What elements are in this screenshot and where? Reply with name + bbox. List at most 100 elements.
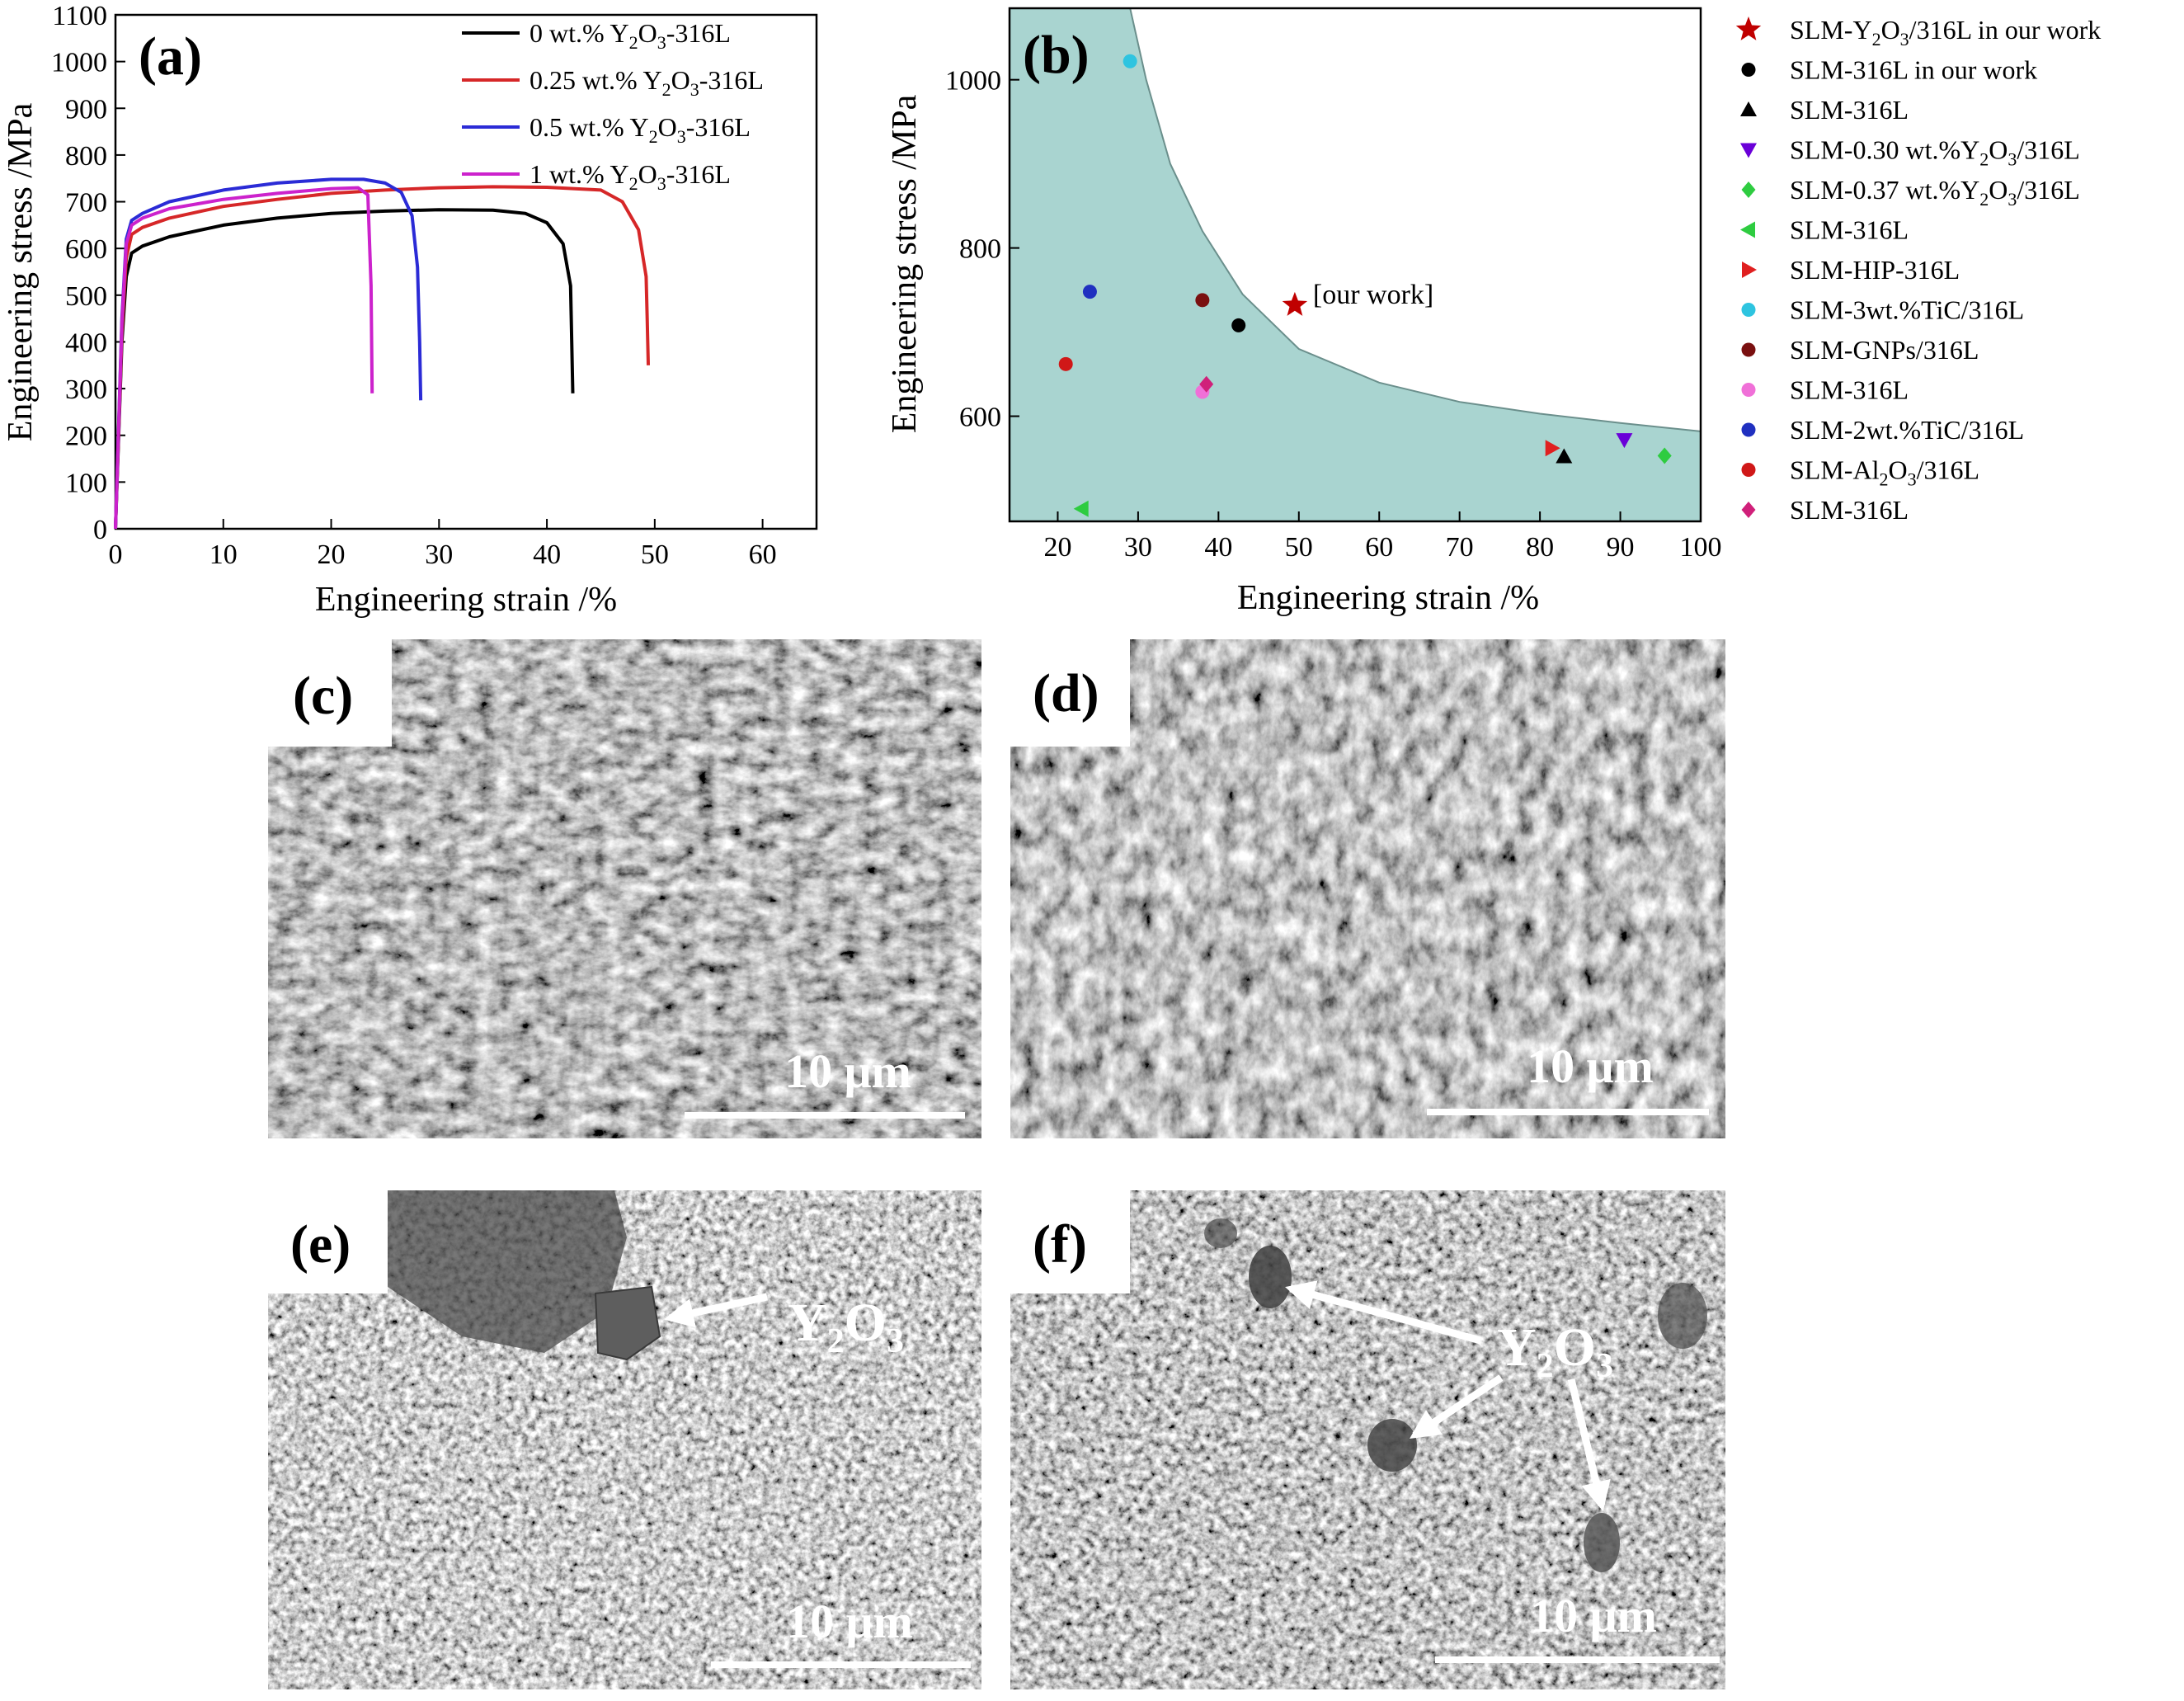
panel-a-y-tick-label: 300	[65, 375, 107, 405]
panel-b-y-axis-label: Engineering stress /MPa	[886, 94, 924, 433]
panel-a-legend-label-2: 0.5 wt.% Y2O3-316L	[530, 112, 751, 147]
panel-a-y-tick-label: 0	[93, 515, 107, 545]
panel-f-y2o3-particle-2	[1367, 1419, 1417, 1472]
panel-b-legend-marker-0	[1735, 16, 1762, 40]
panel-a-x-tick-label: 0	[109, 540, 123, 570]
panel-b-point-10	[1082, 285, 1097, 299]
panel-b-point-12	[1199, 375, 1214, 393]
panel-b-legend-label-12: SLM-316L	[1790, 495, 1909, 525]
panel-a-y-tick-label: 900	[65, 94, 107, 125]
panel-b-our-work-annotation: [our work]	[1313, 280, 1433, 310]
panel-b-legend-marker-3	[1740, 143, 1757, 158]
panel-b-x-tick-label: 70	[1446, 532, 1474, 563]
panel-b-legend-label-4: SLM-0.37 wt.%Y2O3/316L	[1790, 175, 2080, 210]
panel-b-legend-marker-11	[1741, 463, 1756, 477]
panel-b-point-1	[1231, 318, 1246, 332]
panel-f-tag-background	[1010, 1190, 1130, 1293]
panel-b-point-8	[1195, 293, 1210, 308]
panel-d-sem-image: (d) 10 μm	[1010, 639, 1725, 1138]
panel-b-y-tick-label: 600	[959, 403, 1001, 433]
panel-f-scalebar-label: 10 μm	[1530, 1589, 1657, 1642]
panel-a-y-tick-label: 400	[65, 327, 107, 358]
panel-a-y-tick-label: 1000	[51, 48, 107, 78]
panel-c-scalebar	[685, 1112, 965, 1119]
panel-b-point-3	[1616, 433, 1633, 449]
panel-b-legend-label-10: SLM-2wt.%TiC/316L	[1790, 415, 2024, 445]
panel-e-tag: (e)	[290, 1214, 351, 1275]
panel-a-series-line-0	[114, 208, 575, 530]
panel-a-y-tick-label: 200	[65, 422, 107, 452]
panel-b-x-tick-label: 20	[1043, 532, 1071, 563]
panel-b-legend-marker-10	[1741, 422, 1756, 437]
panel-e-y2o3-label: Y2O3	[788, 1293, 904, 1360]
panel-b-x-axis-label: Engineering strain /%	[1237, 579, 1539, 617]
panel-a-x-tick-label: 50	[641, 540, 669, 570]
panel-a-y-tick-label: 500	[65, 281, 107, 312]
panel-b-points	[1058, 54, 1672, 517]
panel-b-point-11	[1058, 356, 1073, 371]
panel-b-legend-label-1: SLM-316L in our work	[1790, 55, 2037, 85]
panel-b-legend-marker-4	[1741, 181, 1756, 198]
panel-a-y-tick-label: 600	[65, 234, 107, 265]
panel-a-y-tick-label: 1100	[52, 1, 107, 31]
panel-b-x-tick-label: 60	[1365, 532, 1393, 563]
panel-a-legend: 0 wt.% Y2O3-316L 0.25 wt.% Y2O3-316L 0.5 w…	[462, 18, 764, 194]
panel-a-x-tick-label: 20	[318, 540, 346, 570]
panel-e-sem-image: (e) Y2O3 10 μm	[268, 1190, 981, 1689]
panel-d-tag-background	[1010, 639, 1130, 747]
panel-d-scalebar	[1427, 1109, 1709, 1115]
panel-b-legend-label-11: SLM-Al2O3/316L	[1790, 455, 1979, 490]
panel-e-tag-background	[268, 1190, 388, 1293]
panel-a-legend-label-3: 1 wt.% Y2O3-316L	[530, 159, 731, 194]
panel-b-plot-frame	[1008, 7, 1702, 523]
panel-b-x-tick-label: 100	[1680, 532, 1722, 563]
panel-b-x-tick-label: 50	[1285, 532, 1313, 563]
panel-b-legend-label-9: SLM-316L	[1790, 375, 1909, 405]
panel-a-plot-frame	[114, 13, 818, 530]
panel-b-shaded-region	[1009, 7, 1702, 522]
panel-f-y2o3-particle-4	[1658, 1283, 1707, 1349]
panel-b-legend-label-3: SLM-0.30 wt.%Y2O3/316L	[1790, 135, 2080, 170]
panel-e-arrow	[663, 1293, 768, 1328]
panel-a-y-tick-label: 800	[65, 141, 107, 172]
panel-b-x-tick-label: 90	[1607, 532, 1635, 563]
panel-b-y-tick-label: 1000	[945, 66, 1001, 97]
panel-b-legend-marker-5	[1740, 221, 1755, 238]
panel-a-tag: (a)	[139, 26, 202, 87]
panel-f-arrow-3	[1567, 1378, 1611, 1511]
panel-a-x-tick-label: 30	[425, 540, 453, 570]
panel-b-legend-label-5: SLM-316L	[1790, 215, 1909, 245]
panel-a-x-axis-label: Engineering strain /%	[315, 581, 617, 619]
panel-b-legend-label-7: SLM-3wt.%TiC/316L	[1790, 295, 2024, 325]
panel-b-point-6	[1545, 440, 1560, 457]
panel-c-tag: (c)	[293, 666, 353, 726]
panel-b-legend-label-0: SLM-Y2O3/316L in our work	[1790, 15, 2101, 49]
panel-b-point-2	[1556, 448, 1573, 464]
panel-b-x-tick-label: 80	[1526, 532, 1554, 563]
panel-b-legend-marker-8	[1741, 342, 1756, 357]
panel-e-y2o3-particle	[594, 1285, 661, 1361]
panel-f-y2o3-particle-5	[1204, 1218, 1237, 1248]
panel-b-legend-label-6: SLM-HIP-316L	[1790, 255, 1960, 285]
panel-f-y2o3-particle-1	[1249, 1246, 1292, 1308]
panel-a-series-line-1	[114, 185, 650, 530]
panel-a-y-tick-label: 100	[65, 468, 107, 498]
panel-a-series-line-3	[114, 186, 374, 530]
panel-c-sem-image: (c) 10 μm	[268, 639, 981, 1138]
panel-c-tag-background	[268, 639, 392, 747]
panel-b-x-tick-label: 40	[1204, 532, 1232, 563]
panel-f-scalebar	[1435, 1656, 1720, 1663]
panel-a-curves	[114, 177, 650, 530]
panel-b-legend-label-2: SLM-316L	[1790, 95, 1909, 125]
panel-a-x-tick-label: 40	[533, 540, 561, 570]
panel-f-y2o3-label: Y2O3	[1497, 1317, 1613, 1385]
panel-a-stress-strain-chart: 0 10 20 30 40 50 60010020030040050060070080090…	[2, 1, 818, 619]
panel-a-legend-label-0: 0 wt.% Y2O3-316L	[530, 18, 731, 53]
panel-a-y-axis-label: Engineering stress /MPa	[2, 102, 40, 441]
panel-a-legend-label-1: 0.25 wt.% Y2O3-316L	[530, 65, 764, 100]
panel-b-point-5	[1073, 500, 1089, 517]
panel-b-ticks: 20 30 40 50 60 70 80 90 100 600 800 1000	[945, 66, 1722, 563]
panel-b-point-0	[1282, 291, 1308, 316]
panel-b-point-4	[1657, 447, 1672, 464]
